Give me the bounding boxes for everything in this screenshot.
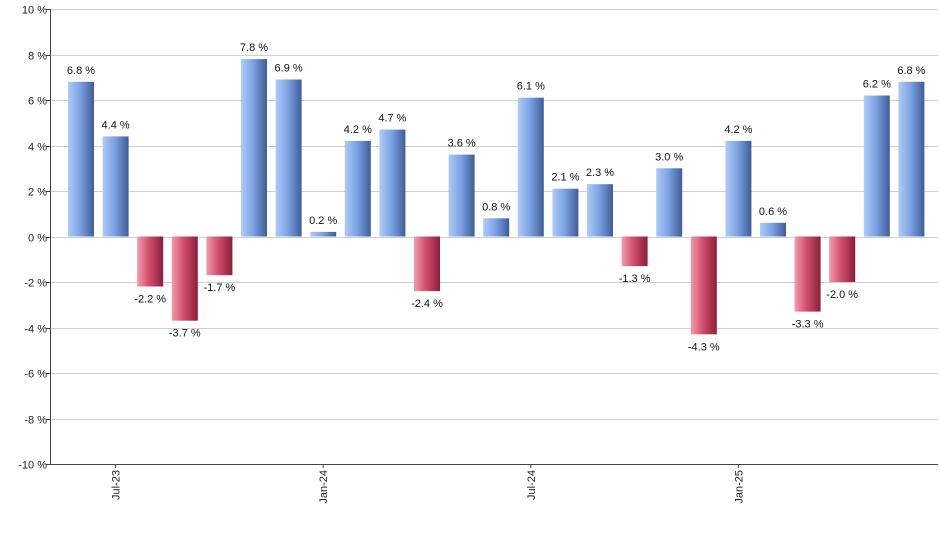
- bar-oct-23: [206, 236, 233, 276]
- data-label: 0.6 %: [759, 206, 787, 218]
- data-label: 7.8 %: [240, 42, 268, 54]
- data-label: -1.7 %: [204, 282, 236, 294]
- y-tick-label: 8 %: [28, 51, 47, 63]
- bar-apr-25: [829, 236, 856, 282]
- bar-dec-23: [275, 79, 302, 237]
- data-label: 3.6 %: [448, 138, 476, 150]
- x-tick-label: Jul-24: [526, 470, 538, 500]
- y-tick-label: -8 %: [24, 415, 47, 427]
- bar-jun-25: [898, 81, 925, 237]
- data-label: 4.2 %: [724, 124, 752, 136]
- bar-oct-24: [621, 236, 648, 267]
- data-label: 4.7 %: [378, 113, 406, 125]
- data-label: -1.3 %: [619, 273, 651, 285]
- data-label: -2.4 %: [411, 298, 443, 310]
- data-label: -2.2 %: [134, 294, 166, 306]
- bar-jul-23: [102, 136, 129, 237]
- bar-nov-23: [241, 59, 267, 237]
- bar-may-25: [863, 95, 890, 237]
- data-label: -3.3 %: [792, 319, 824, 331]
- data-label: 6.9 %: [275, 63, 303, 75]
- bar-jan-24: [310, 231, 337, 237]
- data-labels: 6.8 % 4.4 % -2.2 % -3.7 % -1.7 % 7.8 % 6.9 % 0.…: [67, 42, 926, 353]
- data-label: -4.3 %: [688, 341, 720, 353]
- bar-mar-24: [379, 129, 406, 237]
- axes: 10 % 8 % 6 % 4 % 2 % 0 % -2 % -4 % -6 % -8 % -10 %…: [18, 5, 938, 504]
- bar-mar-25: [794, 236, 821, 312]
- bar-feb-24: [344, 140, 371, 237]
- bar-jun-23: [68, 81, 94, 237]
- bar-jan-25: [725, 140, 752, 237]
- data-label: 2.3 %: [586, 167, 614, 179]
- y-tick-label: 10 %: [22, 5, 47, 17]
- bar-apr-24: [414, 236, 440, 292]
- data-label: 4.4 %: [102, 119, 130, 131]
- bar-aug-24: [552, 188, 579, 237]
- bar-feb-25: [760, 222, 786, 237]
- x-tick-label: Jan-25: [733, 470, 745, 504]
- bar-jun-24: [483, 218, 510, 237]
- data-label: -3.7 %: [169, 328, 201, 340]
- bar-sep-23: [171, 236, 198, 321]
- y-tick-label: -10 %: [18, 460, 47, 472]
- x-tick-label: Jul-23: [111, 470, 123, 500]
- y-tick-label: 2 %: [28, 187, 47, 199]
- bar-jul-24: [517, 97, 544, 237]
- data-label: 6.1 %: [517, 81, 545, 93]
- bar-aug-23: [137, 236, 164, 287]
- data-label: 6.2 %: [863, 79, 891, 91]
- bar-nov-24: [656, 168, 683, 237]
- bar-dec-24: [690, 236, 717, 335]
- bars: [68, 59, 925, 335]
- x-tick-label: Jan-24: [318, 470, 330, 504]
- data-label: 6.8 %: [897, 65, 925, 77]
- data-label: 0.2 %: [309, 215, 337, 227]
- data-label: -2.0 %: [826, 289, 858, 301]
- y-tick-label: -6 %: [24, 369, 47, 381]
- y-tick-label: 0 %: [28, 233, 47, 245]
- data-label: 4.2 %: [344, 124, 372, 136]
- y-tick-label: 4 %: [28, 142, 47, 154]
- y-tick-label: -4 %: [24, 324, 47, 336]
- data-label: 2.1 %: [551, 172, 579, 184]
- data-label: 6.8 %: [67, 65, 95, 77]
- y-tick-label: -2 %: [24, 278, 47, 290]
- data-label: 0.8 %: [482, 201, 510, 213]
- data-label: 3.0 %: [655, 151, 683, 163]
- y-tick-label: 6 %: [28, 96, 47, 108]
- bar-may-24: [448, 154, 475, 237]
- bar-sep-24: [587, 184, 613, 237]
